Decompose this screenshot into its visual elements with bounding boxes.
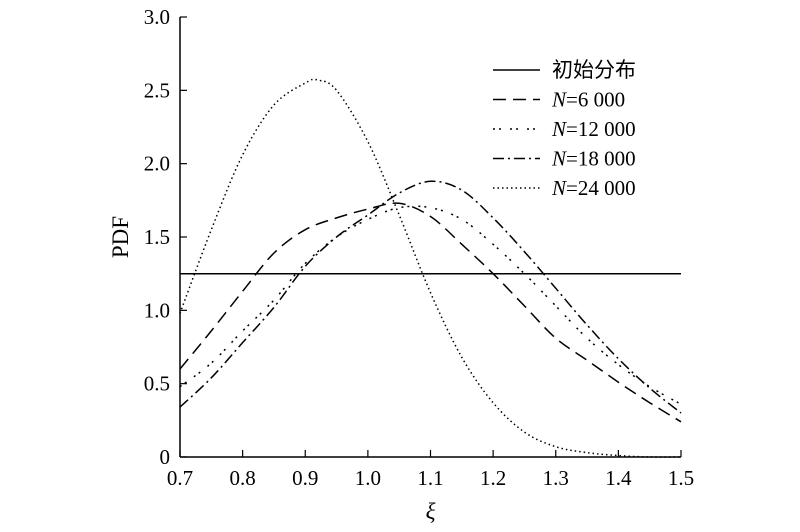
legend-label-1: N=6 000 [551, 88, 625, 112]
legend-variable: N [551, 117, 567, 141]
series-line-2 [179, 205, 682, 405]
legend-variable: N [551, 147, 567, 171]
legend-value: =24 000 [566, 176, 636, 200]
x-tick-label: 1.2 [480, 466, 506, 490]
legend-value: =12 000 [566, 117, 636, 141]
series-line-1 [179, 202, 682, 423]
x-tick-label: 1.3 [543, 466, 569, 490]
legend-label-0: 初始分布 [552, 58, 636, 82]
y-tick-label: 2.0 [144, 152, 170, 176]
legend-value: 初始分布 [552, 58, 636, 82]
x-tick-label: 1.4 [605, 466, 632, 490]
x-tick-label: 1.5 [668, 466, 694, 490]
plot-series [179, 78, 682, 458]
series-line-3 [179, 180, 682, 414]
y-tick-label: 3.0 [144, 5, 170, 29]
legend-label-4: N=24 000 [551, 176, 636, 200]
y-tick-label: 1.0 [144, 298, 170, 322]
y-tick-label: 2.5 [144, 78, 170, 102]
legend-variable: N [551, 88, 567, 112]
legend-value: =6 000 [566, 88, 625, 112]
axes [179, 17, 681, 458]
x-tick-label: 0.7 [167, 466, 193, 490]
x-ticks: 0.7 0.8 0.9 1.0 1.1 1.2 1.3 1.4 1.5 [167, 450, 694, 490]
y-axis-label: PDF [108, 216, 133, 258]
x-tick-label: 0.8 [230, 466, 256, 490]
y-tick-label: 0.5 [144, 372, 170, 396]
y-tick-label: 1.5 [144, 225, 170, 249]
y-tick-label: 0 [160, 445, 171, 469]
x-tick-label: 0.9 [292, 466, 318, 490]
legend-value: =18 000 [566, 147, 636, 171]
y-ticks: 0 0.5 1.0 1.5 2.0 2.5 3.0 [144, 5, 187, 469]
x-tick-label: 1.0 [355, 466, 381, 490]
legend-label-3: N=18 000 [551, 147, 636, 171]
x-axis-label: ξ [426, 499, 436, 524]
legend-variable: N [551, 176, 567, 200]
series-line-4 [179, 78, 682, 458]
legend-label-2: N=12 000 [551, 117, 636, 141]
x-tick-label: 1.1 [417, 466, 443, 490]
